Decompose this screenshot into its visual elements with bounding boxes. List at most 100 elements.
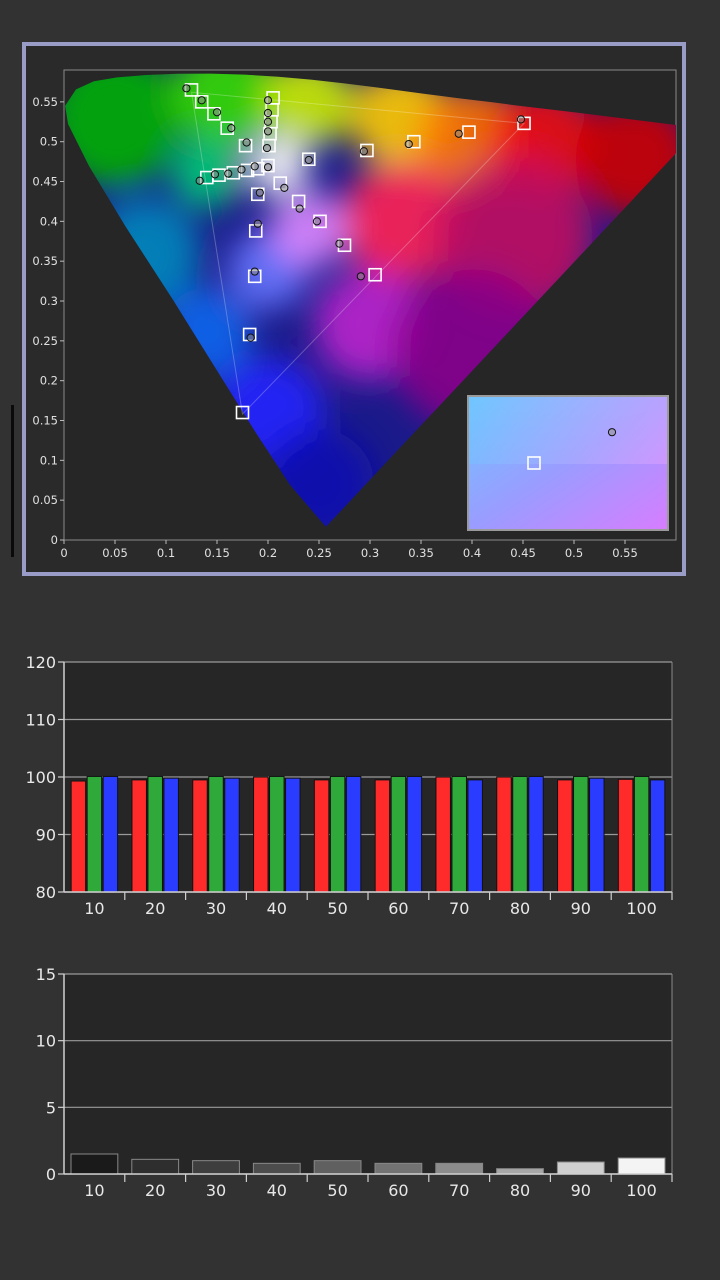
- y-tick-label: 120: [25, 653, 56, 672]
- y-tick-label: 0.45: [32, 175, 58, 189]
- y-tick-label: 0: [51, 533, 58, 547]
- x-tick-label: 0.3: [361, 546, 379, 560]
- rgb-bar: [70, 780, 87, 893]
- y-tick-label: 0.15: [32, 414, 58, 428]
- measured-circle: [255, 188, 264, 197]
- measured-circle: [253, 219, 262, 228]
- x-tick-label: 0.2: [259, 546, 277, 560]
- measured-circle: [250, 162, 259, 171]
- target-square: [368, 267, 382, 282]
- cie-chart-panel: 0 0.05 0.1 0.15 0.2 0.25 0.3 0.35 0.4 0.45 0.5 0.55…: [22, 42, 686, 576]
- measured-circle: [335, 239, 344, 248]
- measured-circle: [304, 155, 313, 165]
- rgb-bar: [512, 775, 528, 893]
- measured-circle: [224, 169, 233, 178]
- deltae-bar: [252, 1162, 301, 1175]
- rgb-bar: [496, 776, 512, 893]
- measured-circle: [312, 217, 322, 226]
- y-tick-label: 90: [36, 826, 56, 845]
- measured-circle: [263, 117, 273, 126]
- measured-circle: [197, 96, 206, 105]
- rgb-bar: [573, 775, 589, 893]
- rgb-balance-chart: 80 90 100 110 120 10 20 30 40 50 60 70 80 90 100: [25, 653, 673, 918]
- measured-circle: [182, 84, 191, 93]
- y-tick-label: 15: [36, 965, 56, 984]
- x-tick-label: 30: [206, 1181, 226, 1200]
- rgb-bar: [208, 775, 224, 893]
- deltae-bar: [313, 1160, 362, 1175]
- x-tick-label: 0.35: [408, 546, 434, 560]
- rgb-bar: [192, 779, 208, 893]
- zoom-inset-shade: [469, 397, 667, 464]
- x-tick-label: 0: [60, 546, 67, 560]
- deltae-bar: [617, 1157, 666, 1175]
- x-tick-label: 70: [449, 899, 469, 918]
- y-tick-label: 0.3: [40, 294, 58, 308]
- rgb-bar: [589, 777, 605, 893]
- measured-circle: [356, 272, 365, 281]
- y-tick-label: 0.35: [32, 254, 58, 268]
- measured-circle: [280, 183, 289, 192]
- measured-circle: [295, 204, 304, 213]
- measured-circle: [237, 165, 246, 174]
- rgb-bar: [451, 775, 467, 893]
- x-tick-label: 0.45: [510, 546, 536, 560]
- x-tick-label: 0.05: [102, 546, 128, 560]
- measured-circle: [210, 170, 220, 179]
- y-tick-label: 0: [46, 1165, 56, 1184]
- rgb-bar: [617, 778, 634, 893]
- x-tick-label: 80: [510, 1181, 530, 1200]
- rgb-bar: [147, 775, 163, 893]
- x-tick-label: 0.15: [204, 546, 230, 560]
- scroll-indicator[interactable]: [11, 405, 14, 557]
- x-tick-label: 70: [449, 1181, 469, 1200]
- x-tick-label: 60: [388, 1181, 408, 1200]
- plot-area: [64, 974, 672, 1174]
- measured-circle: [404, 139, 413, 149]
- x-tick-label: 10: [84, 1181, 104, 1200]
- x-tick-label: 50: [327, 1181, 347, 1200]
- x-tick-label: 0.55: [612, 546, 638, 560]
- rgb-bar: [131, 779, 147, 893]
- measured-circle: [227, 124, 236, 133]
- rgb-bar: [269, 775, 285, 893]
- rgb-bar: [435, 776, 451, 893]
- rgb-bar: [285, 777, 301, 893]
- y-tick-label: 0.2: [40, 374, 58, 388]
- measured-circle: [212, 108, 222, 117]
- rgb-bar: [528, 775, 544, 893]
- y-tick-label: 0.4: [40, 214, 58, 228]
- x-tick-label: 40: [267, 1181, 287, 1200]
- y-tick-label: 0.05: [32, 493, 58, 507]
- rgb-bar: [374, 779, 391, 893]
- x-tick-label: 90: [571, 1181, 591, 1200]
- inset-target-square: [527, 456, 541, 470]
- rgb-bar: [345, 775, 362, 893]
- measured-circle: [516, 115, 526, 124]
- cie-chart: 0 0.05 0.1 0.15 0.2 0.25 0.3 0.35 0.4 0.45 0.5 0.55…: [32, 69, 677, 560]
- x-tick-label: 80: [510, 899, 530, 918]
- rgb-bar: [329, 775, 346, 893]
- measured-circle: [359, 147, 368, 156]
- gamut-triangle: [190, 91, 526, 416]
- measured-circle: [263, 108, 273, 118]
- measured-circle: [454, 129, 463, 138]
- target-square: [251, 187, 265, 202]
- x-tick-label: 20: [145, 1181, 165, 1200]
- y-tick-label: 100: [25, 768, 56, 787]
- x-tick-label: 50: [327, 899, 347, 918]
- y-tick-label: 0.25: [32, 334, 58, 348]
- measured-circle: [263, 127, 273, 136]
- measured-circle: [263, 163, 273, 172]
- x-tick-label: 100: [626, 899, 657, 918]
- x-tick-label: 30: [206, 899, 226, 918]
- y-tick-label: 0.5: [40, 135, 58, 149]
- rgb-bar: [253, 776, 269, 893]
- deltae-bar: [435, 1162, 484, 1175]
- deltae-bar: [131, 1158, 180, 1175]
- target-square: [235, 405, 250, 420]
- measured-circle: [263, 96, 273, 105]
- x-tick-label: 40: [267, 899, 287, 918]
- deltae-bar: [374, 1162, 423, 1175]
- x-tick-label: 100: [626, 1181, 657, 1200]
